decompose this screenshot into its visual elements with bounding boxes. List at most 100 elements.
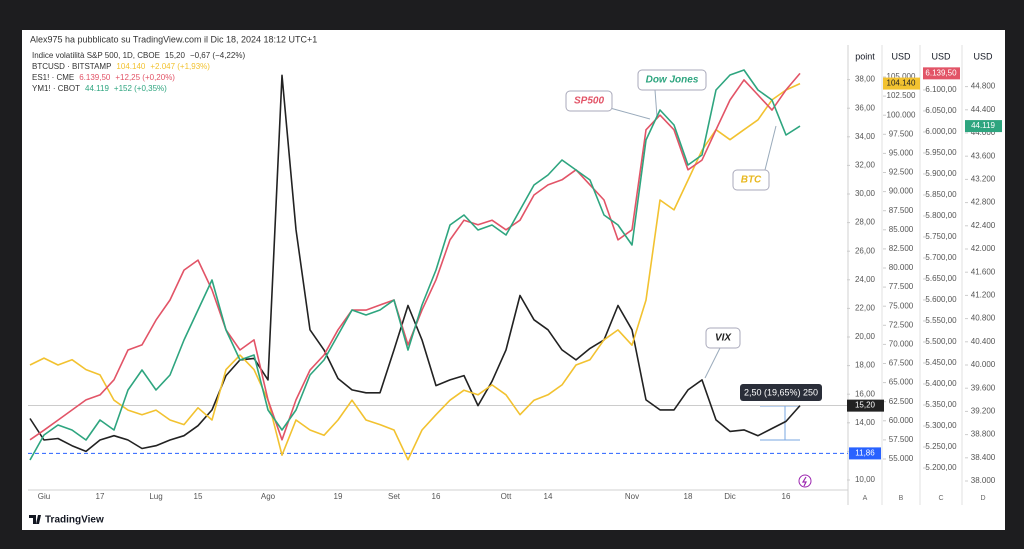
y-tick-label: 14,00 [855,418,876,427]
y-tick-label: 24,00 [855,275,876,284]
legend-name: ES1! · CME [32,73,74,82]
annotation: Dow Jones [646,75,699,86]
x-tick-label: Nov [625,492,639,501]
y-tick-label: 75.000 [889,301,914,310]
y-tick-label: 5.850,00 [925,190,957,199]
y-tick-label: 6.050,00 [925,106,957,115]
y-tick-label: 44.800 [971,82,996,91]
y-tick-label: 44.000 [971,128,996,137]
y-tick-label: 42.800 [971,198,996,207]
measure-box [740,384,822,401]
y-tick-label: 42.000 [971,244,996,253]
y-tick-label: 72.500 [889,320,914,329]
x-tick-label: Dic [724,492,736,501]
legend-name: BTCUSD · BITSTAMP [32,62,111,71]
legend-name: Indice volatilità S&P 500, 1D, CBOE [32,51,160,60]
legend-entry: BTCUSD · BITSTAMP 104.140 +2.047 (+1,93%) [32,62,210,71]
y-tick-label: 40.800 [971,314,996,323]
legend-entry: ES1! · CME 6.139,50 +12,25 (+0,20%) [32,73,175,82]
logo: TradingView [29,515,104,526]
y-tick-label: 41.200 [971,291,996,300]
pointer [764,125,777,171]
series-line [29,69,801,461]
y-tick-label: 5.300,00 [925,421,957,430]
series-line [29,82,801,461]
price-tag [883,77,920,90]
legend-change: +12,25 (+0,20%) [115,73,175,82]
y-tick-label: 5.350,00 [925,400,957,409]
y-tick-label: 55.000 [889,454,914,463]
y-tick-label: 28,00 [855,218,876,227]
axis-title: point [855,51,875,61]
legend-value: 44.119 [85,84,109,93]
y-tick-label: 102.500 [887,91,916,100]
y-tick-label: 57.500 [889,435,914,444]
price-tag [847,399,884,412]
logo-mark [29,515,41,524]
y-tick-label: 5.450,00 [925,358,957,367]
y-tick-label: 40.000 [971,360,996,369]
y-tick-label: 100.000 [887,110,916,119]
y-tick-label: 32,00 [855,161,876,170]
axis-letter: A [863,495,868,502]
y-tick-label: 38.800 [971,430,996,439]
annotation: VIX [715,333,732,344]
legend-change: +2.047 (+1,93%) [150,62,210,71]
y-tick-label: 38,00 [855,75,876,84]
y-tick-label: 5.550,00 [925,316,957,325]
legend-change: −0,67 (−4,22%) [190,51,245,60]
price-tag-label: 44.119 [971,121,995,130]
y-tick-label: 65.000 [889,378,914,387]
x-tick-label: 19 [334,492,343,501]
y-tick-label: 5.600,00 [925,295,957,304]
x-tick-label: Lug [149,492,162,501]
y-tick-label: 97.500 [889,129,914,138]
logo-text: TradingView [45,515,104,526]
event-icon[interactable] [798,474,812,488]
y-tick-label: 87.500 [889,206,914,215]
series-line [29,74,801,453]
legend-value: 6.139,50 [79,73,111,82]
y-tick-label: 34,00 [855,132,876,141]
pointer [609,107,651,120]
x-tick-label: Giu [38,492,50,501]
y-tick-label: 38.400 [971,453,996,462]
pointer [704,347,721,379]
y-tick-label: 70.000 [889,340,914,349]
level-tag [849,447,881,460]
event-bolt [801,476,807,487]
y-tick-label: 10,00 [855,475,876,484]
y-tick-label: 105.000 [887,72,916,81]
y-tick-label: 42.400 [971,221,996,230]
price-tag [965,120,1002,133]
axis-title: USD [931,51,951,61]
y-tick-label: 22,00 [855,304,876,313]
y-tick-label: 18,00 [855,361,876,370]
y-tick-label: 5.200,00 [925,463,957,472]
y-tick-label: 26,00 [855,246,876,255]
annotation-box [705,327,741,349]
x-tick-label: Ott [501,492,512,501]
legend-name: YM1! · CBOT [32,84,80,93]
x-tick-label: 17 [96,492,105,501]
y-tick-label: 16,00 [855,389,876,398]
x-tick-label: 16 [782,492,791,501]
pointer [654,89,658,118]
legend-change: +152 (+0,35%) [114,84,167,93]
x-tick-label: 16 [432,492,441,501]
axis-letter: B [899,495,904,502]
y-tick-label: 39.600 [971,383,996,392]
legend-value: 15,20 [165,51,186,60]
legend-entry: Indice volatilità S&P 500, 1D, CBOE 15,20… [32,51,245,60]
price-tag [923,67,960,80]
y-tick-label: 82.500 [889,244,914,253]
annotation: BTC [741,175,762,186]
x-tick-label: 18 [684,492,693,501]
legend-entry: YM1! · CBOT 44.119 +152 (+0,35%) [32,84,167,93]
x-tick-label: 15 [194,492,203,501]
y-tick-label: 5.800,00 [925,211,957,220]
axis-title: USD [973,51,993,61]
legend-value: 104.140 [116,62,145,71]
